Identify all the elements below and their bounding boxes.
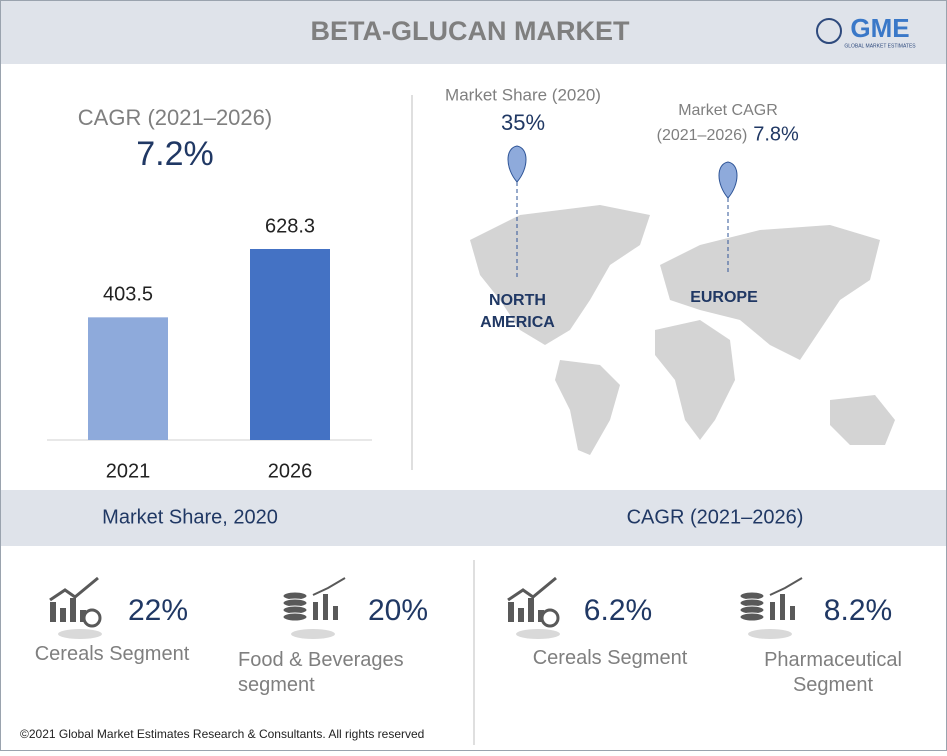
icon-shadow xyxy=(291,629,335,639)
na-label: Market Share (2020) xyxy=(445,85,601,104)
icon-bar xyxy=(528,598,534,622)
section-right: CAGR (2021–2026) xyxy=(627,506,804,528)
segment-value: 8.2% xyxy=(824,594,892,627)
icon-shadow xyxy=(516,629,560,639)
segment-label: Food & Beverages segment xyxy=(238,649,404,696)
segment-label: Cereals Segment xyxy=(532,647,688,669)
icon-bar xyxy=(313,602,318,620)
segment-label-box: Pharmaceutical Segment xyxy=(764,649,902,696)
eu-region: EUROPE xyxy=(690,289,758,306)
section-band xyxy=(1,490,946,546)
x-label: 2021 xyxy=(106,460,151,482)
icon-coin xyxy=(739,612,765,622)
bar-value: 628.3 xyxy=(265,215,315,237)
cagr-value: 7.2% xyxy=(136,135,214,173)
map-africa xyxy=(655,320,735,440)
world-map xyxy=(470,205,895,455)
footer: ©2021 Global Market Estimates Research &… xyxy=(20,727,424,741)
segment-label-box: Food & Beverages segment xyxy=(238,649,404,696)
bar xyxy=(250,249,330,440)
icon-bar xyxy=(518,608,524,622)
bar-value: 403.5 xyxy=(103,284,153,306)
logo-subtext: GLOBAL MARKET ESTIMATES xyxy=(844,43,916,49)
cagr-label: CAGR (2021–2026) xyxy=(78,105,272,130)
bar-chart: 403.5 2021 628.3 2026 xyxy=(88,215,330,482)
na-region-box: NORTH AMERICA xyxy=(480,292,555,331)
header-band xyxy=(1,1,946,64)
icon-coin xyxy=(282,612,308,622)
icon-lens xyxy=(82,608,102,628)
map-south-america xyxy=(555,360,620,455)
logo: GME GLOBAL MARKET ESTIMATES xyxy=(816,13,916,49)
title: BETA-GLUCAN MARKET xyxy=(311,16,630,46)
segment-value: 6.2% xyxy=(584,594,652,627)
segment-label: Cereals Segment xyxy=(34,643,190,665)
icon-bar xyxy=(770,602,775,620)
icon-bar xyxy=(508,602,514,622)
na-pin xyxy=(507,145,527,183)
segment: 6.2% Cereals Segment xyxy=(507,576,688,669)
map-australia xyxy=(830,395,895,445)
segment-label-box: Cereals Segment xyxy=(532,647,688,669)
icon-arrow xyxy=(312,577,346,596)
logo-globe xyxy=(816,18,842,44)
icon-arrow xyxy=(769,577,803,596)
icon-bar xyxy=(780,594,785,620)
segment-value: 22% xyxy=(128,594,188,627)
logo-text: GME xyxy=(850,13,909,43)
eu-value: 7.8% xyxy=(753,123,799,145)
segment-label-box: Cereals Segment xyxy=(34,643,190,665)
segments: 22% Cereals Segment 20% Food & Beverages se… xyxy=(34,576,902,696)
icon-arrow xyxy=(49,576,99,602)
map-north-america xyxy=(470,205,650,345)
segment-label: Pharmaceutical Segment xyxy=(764,649,902,696)
segment: 20% Food & Beverages segment xyxy=(238,577,428,696)
segment: 8.2% Pharmaceutical Segment xyxy=(739,577,902,696)
x-label: 2026 xyxy=(268,460,313,482)
icon-lens xyxy=(540,608,560,628)
segment-value: 20% xyxy=(368,594,428,627)
map-eurasia xyxy=(660,225,880,360)
segment: 22% Cereals Segment xyxy=(34,576,190,665)
icon-shadow xyxy=(58,629,102,639)
section-left: Market Share, 2020 xyxy=(102,506,278,528)
icon-bar xyxy=(790,606,795,620)
bar xyxy=(88,317,168,440)
eu-label-1: Market CAGR xyxy=(678,102,778,119)
icon-bar xyxy=(323,594,328,620)
icon-shadow xyxy=(748,629,792,639)
eu-pin xyxy=(718,161,738,199)
na-value: 35% xyxy=(501,110,545,135)
icon-bar xyxy=(60,608,66,622)
na-region: NORTH AMERICA xyxy=(480,292,555,331)
icon-bar xyxy=(70,598,76,622)
icon-arrow xyxy=(507,576,557,602)
eu-label-2: (2021–2026) xyxy=(657,127,748,144)
icon-bar xyxy=(50,602,56,622)
icon-bar xyxy=(333,606,338,620)
